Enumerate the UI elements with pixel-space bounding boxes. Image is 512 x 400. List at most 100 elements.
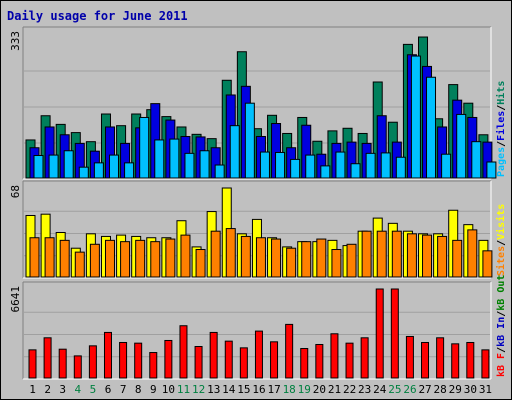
legend-hits_files_pages-part-1: / xyxy=(496,141,507,147)
legend-kbytes: kB F/kB In/kB Out xyxy=(496,275,507,377)
bar-pages-day-8 xyxy=(139,116,150,179)
bar-kb-f-day-29 xyxy=(451,343,460,379)
bar-kb-f-day-20 xyxy=(315,343,324,379)
bar-sites-day-13 xyxy=(210,230,221,278)
bar-sites-day-19 xyxy=(301,241,312,278)
bar-pages-day-12 xyxy=(199,150,210,179)
x-tick-label-day-12: 12 xyxy=(192,383,205,396)
ymax-label-kbytes: 6641 xyxy=(9,286,22,313)
bar-kb-f-day-5 xyxy=(88,345,97,379)
x-tick-label-day-29: 29 xyxy=(449,383,462,396)
x-tick-label-day-18: 18 xyxy=(283,383,296,396)
x-tick-label-day-25: 25 xyxy=(388,383,401,396)
bar-kb-f-day-18 xyxy=(285,323,294,379)
bar-sites-day-23 xyxy=(361,230,372,278)
bar-kb-f-day-31 xyxy=(481,349,490,379)
bar-sites-day-5 xyxy=(89,243,100,278)
bar-sites-day-12 xyxy=(195,249,206,278)
bar-sites-day-24 xyxy=(376,230,387,278)
bar-sites-day-21 xyxy=(331,249,342,278)
bar-kb-f-day-19 xyxy=(300,348,309,379)
x-tick-label-day-10: 10 xyxy=(162,383,175,396)
legend-hits_files_pages-part-3: / xyxy=(496,105,507,111)
bar-sites-day-29 xyxy=(452,239,463,278)
x-tick-label-day-30: 30 xyxy=(464,383,477,396)
bar-sites-day-18 xyxy=(286,247,297,278)
bar-kb-f-day-9 xyxy=(149,352,158,379)
bar-kb-f-day-11 xyxy=(179,325,188,379)
x-tick-label-day-15: 15 xyxy=(237,383,250,396)
bar-kb-f-day-27 xyxy=(421,341,430,379)
bar-sites-day-4 xyxy=(74,251,85,278)
bar-sites-day-3 xyxy=(59,239,70,278)
bar-sites-day-17 xyxy=(271,238,282,278)
bar-sites-day-6 xyxy=(104,239,115,278)
legend-hits_files_pages-part-4: Hits xyxy=(495,81,507,105)
bar-kb-f-day-22 xyxy=(345,342,354,379)
bar-sites-day-2 xyxy=(44,237,55,278)
legend-visits_sites-part-0: Sites xyxy=(495,246,507,276)
bar-kb-f-day-4 xyxy=(73,355,82,379)
bar-sites-day-20 xyxy=(316,238,327,278)
x-tick-label-day-28: 28 xyxy=(434,383,447,396)
bar-pages-day-26 xyxy=(410,55,421,179)
bar-pages-day-19 xyxy=(305,154,316,179)
bar-pages-day-30 xyxy=(471,141,482,179)
bar-sites-day-30 xyxy=(467,229,478,278)
x-tick-label-day-21: 21 xyxy=(328,383,341,396)
bar-pages-day-21 xyxy=(335,151,346,179)
x-tick-label-day-7: 7 xyxy=(120,383,127,396)
bar-kb-f-day-6 xyxy=(103,331,112,379)
bar-pages-day-13 xyxy=(214,164,225,179)
x-tick-label-day-2: 2 xyxy=(44,383,51,396)
bar-sites-day-16 xyxy=(255,237,266,278)
legend-hits_files_pages: Pages/Files/Hits xyxy=(495,81,507,177)
legend-kbytes-part-1: / xyxy=(496,347,507,353)
bar-pages-day-28 xyxy=(441,153,452,179)
series-sites xyxy=(29,228,493,278)
bar-pages-day-31 xyxy=(486,161,497,179)
ymax-label-hits_files_pages: 333 xyxy=(9,31,22,51)
bar-kb-f-day-3 xyxy=(58,348,67,379)
bar-sites-day-9 xyxy=(150,241,161,278)
bar-pages-day-27 xyxy=(426,76,437,179)
bar-sites-day-7 xyxy=(120,241,131,278)
bar-kb-f-day-21 xyxy=(330,333,339,379)
x-tick-label-day-3: 3 xyxy=(59,383,66,396)
bar-pages-day-11 xyxy=(184,152,195,179)
legend-kbytes-part-4: kB Out xyxy=(496,275,507,311)
bar-kb-f-day-1 xyxy=(28,349,37,379)
x-tick-label-day-16: 16 xyxy=(252,383,265,396)
x-tick-label-day-9: 9 xyxy=(150,383,157,396)
x-tick-label-day-13: 13 xyxy=(207,383,220,396)
bar-pages-day-25 xyxy=(395,156,406,179)
x-tick-label-day-27: 27 xyxy=(418,383,431,396)
bar-sites-day-15 xyxy=(240,235,251,278)
bar-kb-f-day-15 xyxy=(239,347,248,379)
legend-kbytes-part-3: / xyxy=(496,311,507,317)
x-tick-label-day-1: 1 xyxy=(29,383,36,396)
bar-pages-day-22 xyxy=(350,163,361,179)
bar-kb-f-day-30 xyxy=(466,341,475,379)
bar-sites-day-27 xyxy=(422,234,433,278)
bar-kb-f-day-12 xyxy=(194,346,203,379)
bar-pages-day-10 xyxy=(169,138,180,179)
series-pages xyxy=(33,55,497,179)
bar-pages-day-2 xyxy=(48,154,59,179)
x-tick-label-day-24: 24 xyxy=(373,383,387,396)
x-tick-label-day-6: 6 xyxy=(105,383,112,396)
legend-visits_sites-part-2: Visits xyxy=(495,204,507,240)
bar-sites-day-26 xyxy=(406,233,417,278)
bar-pages-day-29 xyxy=(456,113,467,179)
bar-kb-f-day-25 xyxy=(390,288,399,379)
bar-kb-f-day-26 xyxy=(405,335,414,379)
bar-sites-day-11 xyxy=(180,234,191,278)
legend-kbytes-part-0: kB F xyxy=(496,353,507,377)
x-tick-label-day-31: 31 xyxy=(479,383,492,396)
bar-pages-day-16 xyxy=(259,151,270,179)
bar-sites-day-8 xyxy=(135,239,146,278)
bar-kb-f-day-7 xyxy=(119,341,128,379)
bar-pages-day-7 xyxy=(124,162,135,179)
x-tick-label-day-11: 11 xyxy=(177,383,190,396)
bar-kb-f-day-17 xyxy=(270,341,279,379)
